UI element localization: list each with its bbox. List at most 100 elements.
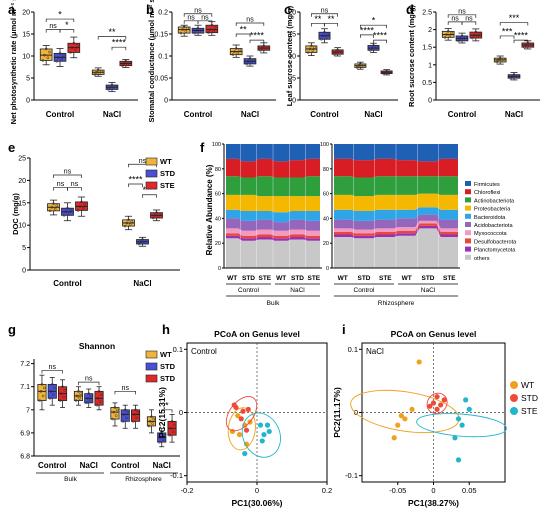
column-label: WT: [402, 275, 412, 282]
data-point: [339, 49, 343, 53]
column-label: STD: [291, 275, 304, 282]
y-tick-label: 0: [326, 266, 329, 272]
data-point: [233, 50, 236, 53]
significance-bracket: [513, 39, 529, 44]
data-point: [40, 383, 44, 386]
data-point: [250, 61, 254, 64]
significance-label: *: [165, 400, 169, 410]
data-point: [63, 388, 67, 392]
data-point: [100, 69, 103, 73]
panel-letter: i: [342, 322, 346, 337]
y-axis-label: Net photosynthetic rate (μmol m⁻² s⁻¹): [9, 0, 18, 124]
x-tick-label: -0.2: [181, 486, 194, 495]
y-tick-label: 40: [215, 216, 221, 222]
significance-bracket: [59, 29, 75, 33]
data-point: [69, 208, 73, 212]
data-point: [497, 58, 500, 62]
box-wt: [110, 407, 120, 420]
data-point: [125, 416, 128, 420]
y-tick-label: 0: [164, 98, 168, 105]
significance-label: ****: [373, 31, 388, 41]
data-point: [161, 438, 165, 442]
box-ste: [130, 409, 141, 422]
point-wt: [391, 435, 397, 441]
data-point: [130, 220, 134, 223]
data-point: [262, 44, 266, 48]
data-point: [375, 45, 378, 49]
legend-swatch: [145, 374, 158, 383]
data-point: [474, 30, 478, 34]
legend-label: STE: [521, 406, 538, 416]
y-axis-label: Stomatal conductance (μmol m⁻² s⁻¹): [147, 0, 156, 122]
data-point: [86, 396, 89, 400]
y-tick-label: 80: [323, 167, 329, 173]
data-point: [155, 211, 158, 215]
legend-label: WT: [160, 350, 172, 359]
y-tick-label: 7: [26, 407, 30, 414]
data-point: [60, 392, 63, 395]
x-tick-label: 0.2: [322, 486, 332, 495]
significance-label: ns: [194, 7, 202, 14]
significance-label: **: [328, 14, 336, 24]
data-point: [170, 420, 174, 423]
data-point: [66, 206, 69, 210]
data-point: [471, 36, 474, 40]
y-tick-label: 0.05: [154, 76, 168, 83]
category-label: NaCl: [364, 110, 382, 119]
data-point: [131, 420, 135, 423]
point-ste: [459, 422, 465, 428]
data-point: [382, 72, 385, 75]
data-point: [50, 383, 54, 386]
data-point: [514, 75, 518, 79]
data-point: [181, 28, 184, 31]
y-tick-label: 0: [292, 98, 296, 105]
data-point: [88, 399, 92, 402]
y-tick-label: 60: [215, 192, 221, 198]
data-point: [386, 71, 390, 75]
data-point: [323, 30, 326, 34]
category-label: Control: [310, 110, 338, 119]
point-ste: [259, 438, 265, 444]
data-point: [236, 51, 240, 55]
data-point: [74, 48, 77, 52]
data-point: [150, 415, 153, 419]
y-tick-label: 100: [212, 142, 221, 148]
significance-bracket: [373, 39, 387, 44]
significance-label: ***: [502, 26, 513, 36]
category-label: NaCl: [241, 110, 259, 119]
data-point: [151, 216, 155, 220]
point-std: [427, 403, 433, 409]
point-std: [430, 400, 437, 406]
point-ste: [257, 422, 264, 428]
data-point: [75, 394, 79, 398]
significance-label: ns: [465, 15, 473, 22]
category-label: NaCl: [133, 279, 151, 288]
y-axis-label: DOC (mg/g): [11, 193, 20, 235]
data-point: [462, 38, 466, 41]
y-tick-label: 60: [323, 192, 329, 198]
legend-swatch: [145, 181, 158, 190]
data-point: [446, 30, 450, 33]
ellipse-wt: [350, 389, 460, 434]
data-point: [147, 424, 151, 428]
significance-bracket: [461, 21, 477, 25]
column-label: WT: [227, 275, 237, 282]
significance-bracket: [111, 46, 127, 51]
group-label: Bulk: [267, 300, 280, 307]
y-tick-label: 6.9: [20, 430, 30, 437]
category-label: NaCl: [505, 110, 523, 119]
data-point: [141, 238, 144, 241]
category-label: Control: [53, 279, 81, 288]
data-point: [136, 410, 140, 414]
significance-bracket: [235, 22, 265, 26]
column-label: STD: [358, 275, 371, 282]
significance-label: ns: [246, 17, 254, 24]
point-std: [438, 402, 444, 408]
data-point: [127, 218, 130, 222]
data-point: [158, 440, 161, 444]
data-point: [98, 400, 102, 404]
y-tick-label: 20: [323, 241, 329, 247]
data-point: [133, 413, 136, 416]
